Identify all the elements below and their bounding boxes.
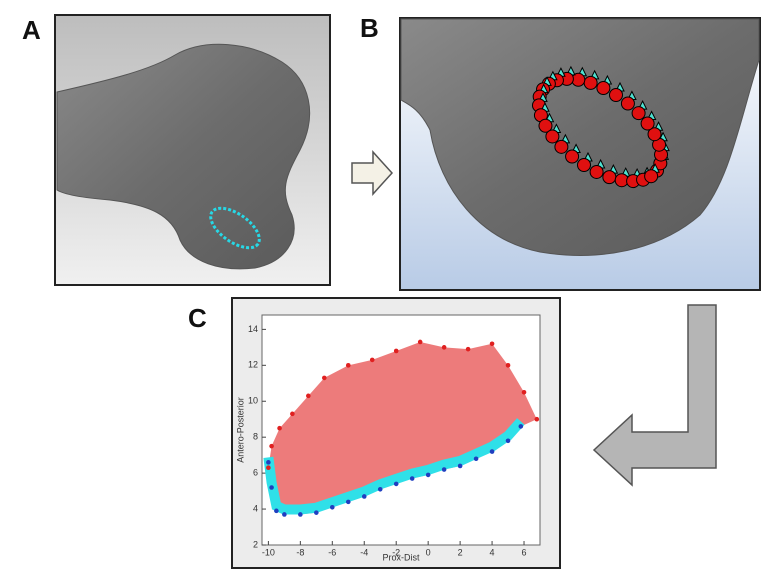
circle-marker — [632, 107, 645, 120]
point — [282, 512, 287, 517]
arrow — [594, 305, 716, 485]
point — [466, 347, 471, 352]
x-tick-label: 4 — [490, 547, 495, 557]
y-tick-label: 4 — [253, 503, 258, 513]
point — [306, 394, 311, 399]
point — [277, 426, 282, 431]
point — [442, 467, 447, 472]
arrow — [352, 152, 392, 194]
point — [314, 510, 319, 515]
circle-marker — [584, 76, 597, 89]
panel-label: B — [360, 13, 379, 43]
circle-marker — [641, 117, 654, 130]
panel-label: A — [22, 15, 41, 45]
point — [519, 424, 524, 429]
point — [394, 349, 399, 354]
x-tick-label: -4 — [360, 547, 368, 557]
circle-marker — [546, 130, 559, 143]
x-axis-label: Prox-Dist — [382, 552, 420, 562]
point — [506, 438, 511, 443]
point — [394, 482, 399, 487]
circle-marker — [645, 170, 658, 183]
point — [506, 363, 511, 368]
point — [362, 494, 367, 499]
point — [418, 340, 423, 345]
x-tick-label: 0 — [426, 547, 431, 557]
point — [442, 345, 447, 350]
point — [474, 456, 479, 461]
y-tick-label: 2 — [253, 539, 258, 549]
y-axis-label: Antero-Posterior — [235, 397, 245, 463]
circle-marker — [610, 88, 623, 101]
panel-label: C — [188, 303, 207, 333]
point — [378, 487, 383, 492]
x-tick-label: -6 — [328, 547, 336, 557]
y-tick-label: 14 — [248, 324, 258, 334]
y-tick-label: 12 — [248, 360, 258, 370]
point — [490, 449, 495, 454]
point — [322, 376, 327, 381]
y-tick-label: 6 — [253, 468, 258, 478]
x-tick-label: -10 — [262, 547, 275, 557]
point — [458, 464, 463, 469]
circle-marker — [621, 97, 634, 110]
point — [269, 485, 274, 490]
circle-marker — [577, 159, 590, 172]
x-tick-label: 2 — [458, 547, 463, 557]
point — [266, 460, 271, 465]
figure: A B C Prox-Dist Antero-Posterior -10 -8 -6… — [0, 0, 765, 572]
point — [490, 341, 495, 346]
x-tick-label: 6 — [522, 547, 527, 557]
circle-marker — [566, 150, 579, 163]
point — [535, 417, 540, 422]
point — [346, 363, 351, 368]
circle-marker — [590, 165, 603, 178]
point — [290, 412, 295, 417]
point — [370, 358, 375, 363]
x-tick-label: -2 — [392, 547, 400, 557]
x-tick-label: -8 — [296, 547, 304, 557]
circle-marker — [597, 82, 610, 95]
point — [298, 512, 303, 517]
point — [274, 509, 279, 514]
point — [522, 390, 527, 395]
circle-marker — [603, 171, 616, 184]
point — [266, 465, 271, 470]
y-tick-label: 8 — [253, 432, 258, 442]
point — [346, 500, 351, 505]
y-tick-label: 10 — [248, 396, 258, 406]
point — [410, 476, 415, 481]
page: A B C Prox-Dist Antero-Posterior -10 -8 -6… — [0, 0, 765, 577]
circle-marker — [555, 140, 568, 153]
point — [426, 473, 431, 478]
point — [269, 444, 274, 449]
point — [330, 505, 335, 510]
